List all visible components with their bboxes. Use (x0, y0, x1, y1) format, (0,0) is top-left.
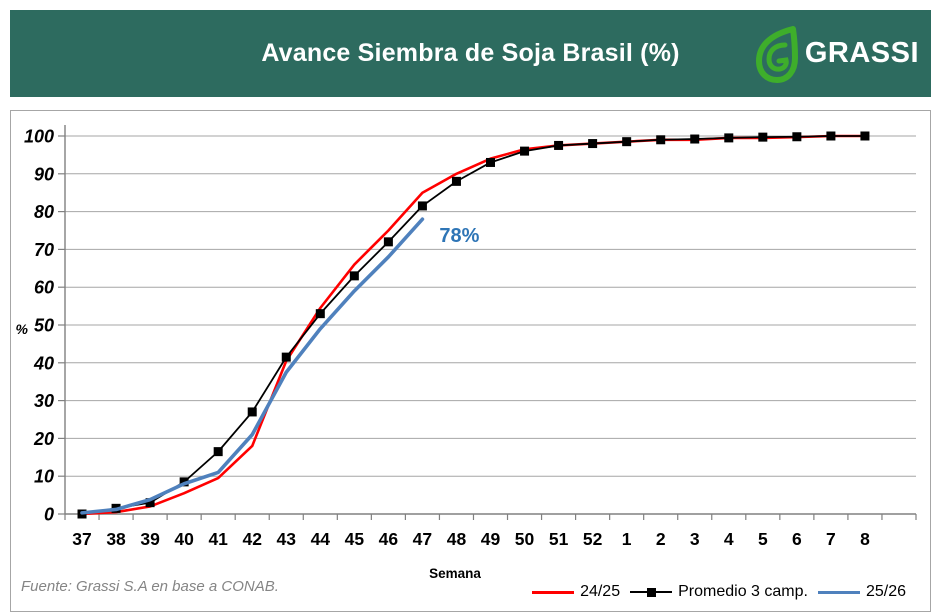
brand-name: GRASSI (804, 37, 919, 69)
series-marker (520, 146, 530, 156)
annotation-78: 78% (439, 225, 479, 247)
series-marker (145, 498, 155, 508)
series-marker (383, 237, 393, 247)
series-line-promedio-3-camp- (81, 135, 866, 515)
series-marker (486, 157, 495, 167)
series-marker (724, 133, 734, 143)
legend-line-blue-icon (817, 590, 860, 594)
x-tick-label: 38 (106, 529, 126, 549)
y-tick-label: 30 (34, 391, 54, 411)
legend-label: 25/26 (865, 583, 906, 600)
x-tick-label: 51 (549, 529, 569, 549)
series-marker (656, 135, 666, 145)
x-tick-label: 5 (758, 529, 768, 549)
y-tick-label: 20 (33, 429, 54, 449)
x-tick-label: 43 (277, 529, 297, 549)
series-marker (622, 137, 632, 147)
series-marker (213, 447, 223, 457)
x-tick-label: 40 (174, 529, 194, 549)
source-note: Fuente: Grassi S.A en base a CONAB. (21, 578, 279, 595)
x-tick-label: 39 (140, 529, 160, 549)
series-marker (758, 132, 768, 142)
x-tick-label: 37 (72, 529, 91, 549)
x-tick-label: 42 (242, 529, 262, 549)
x-tick-label: 49 (481, 529, 501, 549)
x-tick-label: 7 (826, 529, 836, 549)
x-tick-label: 45 (345, 529, 365, 549)
x-tick-label: 50 (515, 529, 535, 549)
y-tick-label: 90 (34, 164, 54, 184)
series-marker (349, 271, 359, 281)
y-tick-label: 10 (34, 467, 54, 487)
brand-logo: GRASSI (755, 10, 919, 97)
x-tick-label: 1 (622, 529, 632, 549)
x-tick-label: 48 (447, 529, 467, 549)
legend-label: Promedio 3 camp. (678, 583, 808, 600)
x-axis-title: Semana (429, 566, 481, 581)
x-tick-label: 44 (311, 529, 331, 549)
x-tick-label: 3 (690, 529, 700, 549)
series-marker (281, 352, 291, 362)
series-marker (417, 201, 427, 211)
y-tick-label: 70 (34, 240, 54, 260)
header-band: Avance Siembra de Soja Brasil (%) GRASSI (10, 10, 931, 97)
series-marker (690, 134, 700, 144)
legend-label: 24/25 (580, 583, 621, 600)
y-tick-label: 0 (44, 505, 54, 525)
x-tick-label: 52 (583, 529, 603, 549)
series-line-25-26 (80, 217, 425, 515)
series-marker (860, 131, 870, 141)
series-marker (826, 131, 836, 141)
page-title: Avance Siembra de Soja Brasil (%) (261, 39, 680, 67)
x-tick-label: 41 (208, 529, 228, 549)
leaf-logo-icon (755, 25, 799, 83)
series-marker (588, 139, 598, 149)
x-tick-label: 8 (860, 529, 870, 549)
y-tick-label: 50 (34, 316, 54, 336)
x-tick-label: 6 (792, 529, 802, 549)
legend-line-black-square-icon (630, 587, 673, 597)
series-marker (247, 407, 257, 417)
x-tick-label: 4 (724, 529, 734, 549)
legend-item-promedio: Promedio 3 camp. (630, 583, 808, 601)
series-marker (315, 309, 325, 319)
y-tick-label: 60 (34, 278, 54, 298)
chart-legend: 24/25 Promedio 3 camp. 25/26 (532, 583, 906, 601)
series-marker (451, 176, 461, 186)
x-tick-label: 2 (656, 529, 666, 549)
legend-line-red-icon (532, 590, 575, 594)
y-tick-label: 100 (24, 127, 54, 147)
legend-item-25-26: 25/26 (817, 583, 906, 601)
series-marker (554, 140, 564, 150)
legend-item-24-25: 24/25 (532, 583, 620, 601)
y-axis-unit: % (16, 321, 29, 337)
chart-container: 0 10 20 30 40 50 60 70 80 90 100% 37 38 39 40 41 42 43 44 4… (10, 110, 931, 612)
y-tick-label: 40 (33, 353, 54, 373)
x-tick-label: 47 (413, 529, 432, 549)
series-marker (792, 132, 802, 142)
x-tick-label: 46 (379, 529, 399, 549)
y-tick-label: 80 (34, 202, 54, 222)
